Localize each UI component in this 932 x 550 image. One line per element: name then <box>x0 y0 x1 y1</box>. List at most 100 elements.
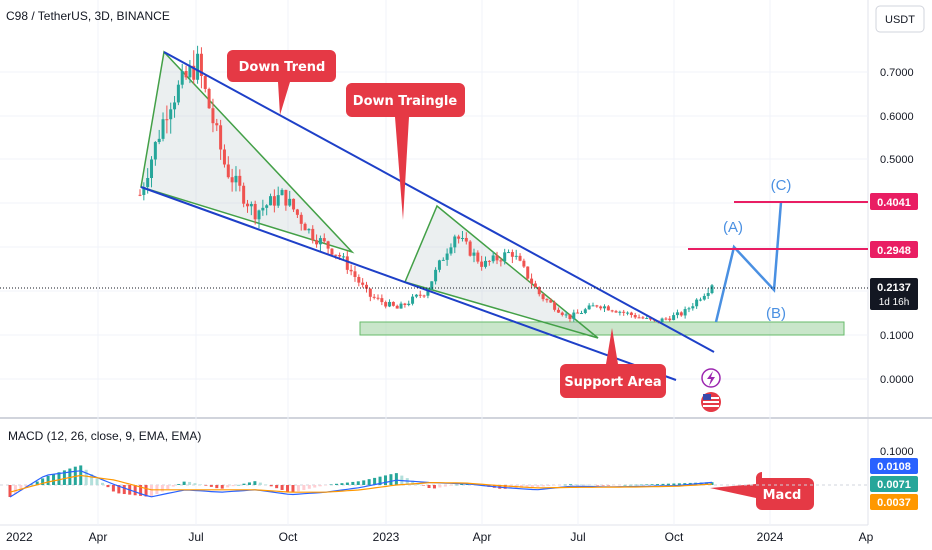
macd-histogram-bar <box>264 484 268 485</box>
macd-histogram-bar <box>552 485 556 486</box>
candle-body <box>138 194 142 196</box>
candle-body <box>449 247 453 254</box>
macd-histogram-bar <box>62 470 66 485</box>
candle-body <box>618 311 622 313</box>
down-triangle-1[interactable] <box>140 50 355 254</box>
candle-body <box>142 186 146 195</box>
macd-histogram-bar <box>237 484 241 486</box>
candle-body <box>222 149 226 165</box>
lightning-icon[interactable] <box>701 368 721 388</box>
macd-histogram-bar <box>313 485 317 488</box>
candle-body <box>464 237 468 242</box>
callout-down-trend[interactable]: Down Trend <box>227 50 336 115</box>
macd-histogram-bar <box>307 485 311 489</box>
candle-body <box>510 252 514 257</box>
macd-histogram-bar <box>623 484 627 486</box>
down-triangle-2[interactable] <box>403 204 599 339</box>
macd-histogram-bar <box>449 485 453 486</box>
candle-body <box>199 53 203 76</box>
candle-body <box>672 315 676 321</box>
candle-body <box>579 313 583 315</box>
candle-body <box>460 237 464 239</box>
price-tick: 0.0000 <box>880 374 914 386</box>
candle-body <box>422 295 426 297</box>
macd-histogram-bar <box>601 485 605 486</box>
candle-body <box>169 109 173 120</box>
candle-body <box>633 315 637 318</box>
candle-body <box>687 308 691 310</box>
macd-histogram-bar <box>639 484 643 486</box>
candle-body <box>318 238 322 245</box>
time-tick: 2024 <box>757 530 784 544</box>
candle-body <box>437 260 441 270</box>
candle-body <box>173 102 177 110</box>
macd-histogram-bar <box>683 483 687 485</box>
candle-body <box>649 318 653 320</box>
macd-histogram-bar <box>269 485 273 487</box>
macd-histogram-bar <box>188 481 192 485</box>
macd-histogram-bar <box>362 480 366 485</box>
candle-body <box>641 317 645 319</box>
macd-histogram-bar <box>672 483 676 485</box>
callout-support-area[interactable]: Support Area <box>560 328 666 398</box>
macd-histogram-bar <box>166 485 170 490</box>
candle-body <box>211 108 215 124</box>
downtrend-upper-line[interactable] <box>163 51 715 353</box>
candle-body <box>595 305 599 307</box>
macd-histogram-bar <box>710 482 714 485</box>
candle-body <box>349 269 353 272</box>
candle-body <box>388 301 392 307</box>
candle-body <box>514 255 518 257</box>
candle-body <box>157 138 161 143</box>
time-axis[interactable]: 2022 Apr Jul Oct 2023 Apr Jul Oct 2024 A… <box>6 530 874 544</box>
macd-histogram-bar <box>460 483 464 485</box>
macd-histogram-bar <box>144 485 148 497</box>
time-tick: 2023 <box>373 530 400 544</box>
macd-histogram-bar <box>503 485 507 489</box>
macd-histogram-bar <box>149 485 153 497</box>
macd-histogram-bar <box>302 485 306 491</box>
candle-body <box>603 306 607 309</box>
macd-histogram-bar <box>373 477 377 485</box>
macd-value: 0.0108 <box>877 461 911 473</box>
callout-down-triangle[interactable]: Down Traingle <box>346 83 465 220</box>
candle-body <box>418 294 422 296</box>
time-tick: 2022 <box>6 530 33 544</box>
price-tick: 0.1000 <box>880 330 914 342</box>
candle-body <box>637 317 641 319</box>
elliott-wave-path[interactable] <box>714 201 783 323</box>
candle-body <box>203 75 207 89</box>
currency-button[interactable]: USDT <box>875 5 925 33</box>
symbol-title: C98 / TetherUS, 3D, BINANCE <box>6 9 170 23</box>
candle-body <box>165 119 169 121</box>
macd-axis[interactable]: 0.1000 0.0108 0.0071 0.0037 <box>870 446 918 510</box>
candle-body <box>622 311 626 313</box>
candle-body <box>675 312 679 316</box>
macd-histogram-bar <box>95 478 99 485</box>
candle-body <box>188 65 192 78</box>
candle-body <box>614 311 618 313</box>
candle-body <box>269 196 273 206</box>
macd-histogram-bar <box>258 482 262 485</box>
macd-histogram-bar <box>525 485 529 488</box>
candle-body <box>391 301 395 306</box>
candle-body <box>242 185 246 204</box>
candle-body <box>361 282 365 285</box>
macd-histogram-bar <box>198 484 202 485</box>
candle-body <box>249 203 253 207</box>
candle-body <box>610 310 614 312</box>
macd-histogram-bar <box>607 485 611 486</box>
support-area-zone[interactable] <box>359 321 845 336</box>
callout-macd[interactable]: Macd <box>710 472 814 510</box>
candle-body <box>234 175 238 183</box>
us-flag-icon[interactable] <box>701 392 721 412</box>
candle-body <box>150 159 154 178</box>
macd-tick: 0.1000 <box>880 446 914 458</box>
macd-histogram-bar <box>286 485 290 492</box>
macd-histogram-bar <box>52 474 56 485</box>
candle-body <box>176 84 180 103</box>
downtrend-lower-line[interactable] <box>140 186 677 381</box>
price-axis[interactable]: 0.7000 0.6000 0.5000 0.1000 0.0000 0.404… <box>870 67 918 386</box>
hist-value: 0.0071 <box>877 479 911 491</box>
